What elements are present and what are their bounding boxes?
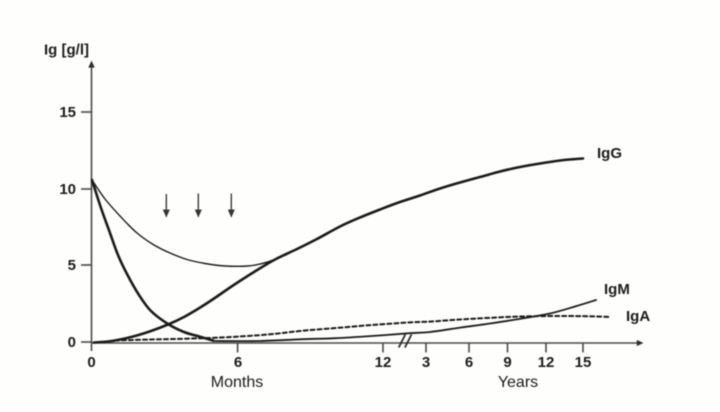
svg-text:3: 3 [422, 354, 430, 371]
svg-text:12: 12 [375, 354, 392, 371]
svg-text:Months: Months [211, 374, 263, 391]
svg-text:Years: Years [498, 374, 538, 391]
svg-text:6: 6 [465, 354, 473, 371]
svg-text:0: 0 [87, 354, 95, 371]
svg-text:15: 15 [575, 354, 592, 371]
svg-text:9: 9 [503, 354, 511, 371]
svg-text:IgA: IgA [626, 308, 650, 325]
svg-text:15: 15 [59, 104, 76, 121]
svg-text:10: 10 [59, 181, 76, 198]
svg-text:6: 6 [234, 354, 242, 371]
svg-text:12: 12 [538, 354, 555, 371]
svg-text:IgG: IgG [597, 145, 622, 162]
svg-text:IgM: IgM [604, 281, 630, 298]
svg-text:5: 5 [68, 257, 76, 274]
svg-text:0: 0 [68, 334, 76, 351]
svg-text:Ig [g/l]: Ig [g/l] [44, 42, 89, 59]
